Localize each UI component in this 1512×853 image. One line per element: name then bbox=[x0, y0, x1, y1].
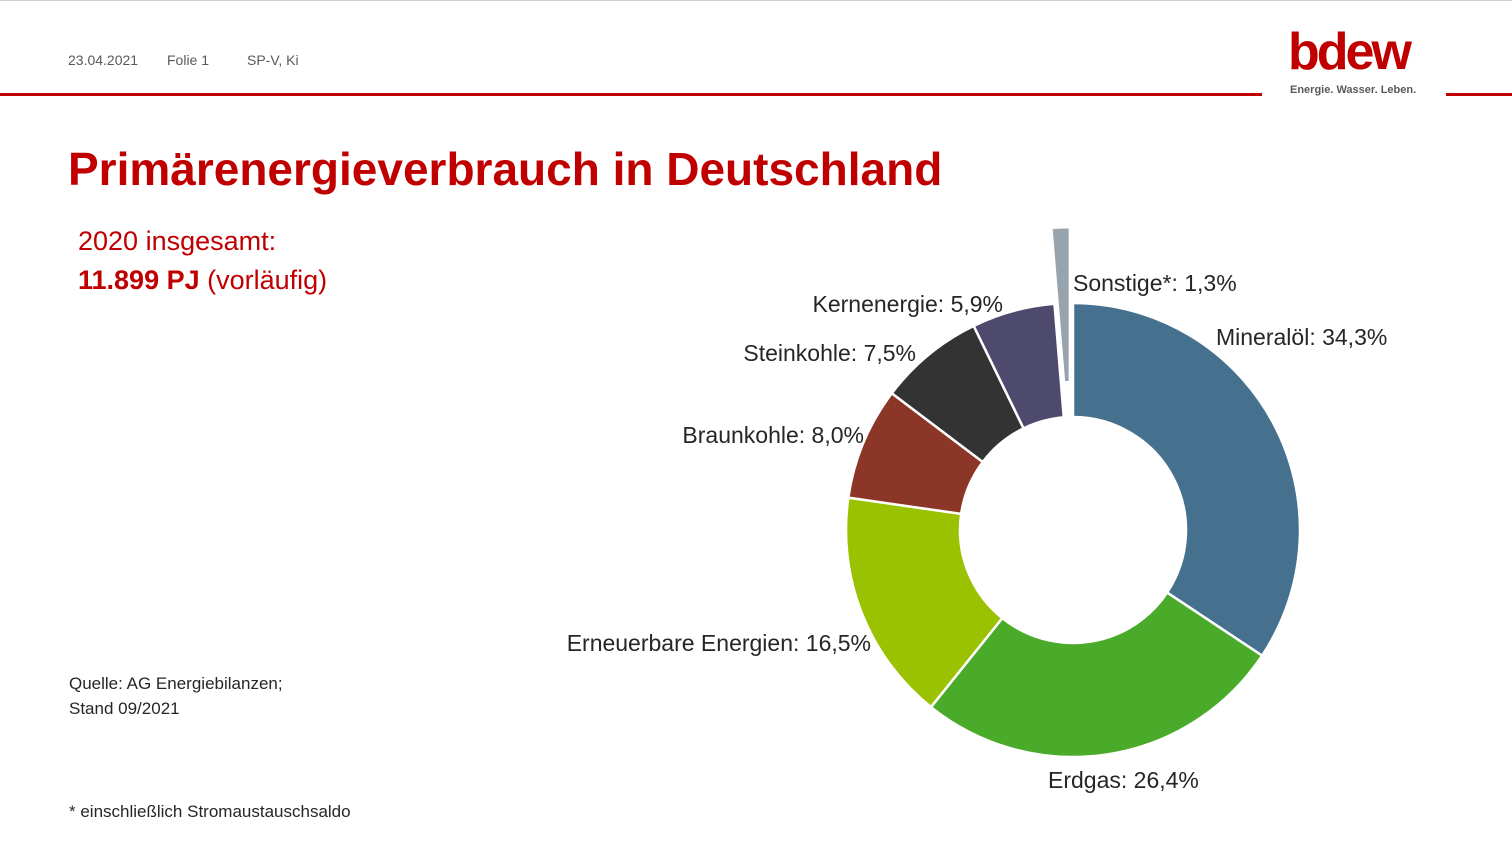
page-title: Primärenergieverbrauch in Deutschland bbox=[68, 143, 943, 195]
top-border bbox=[0, 0, 1512, 1]
slide-author: SP-V, Ki bbox=[247, 52, 299, 68]
subtitle-line1: 2020 insgesamt: bbox=[78, 226, 277, 256]
slice-erneuerbare-energien bbox=[844, 496, 1005, 709]
subtitle-line2: 11.899 PJ (vorläufig) bbox=[78, 265, 327, 296]
slice-sonstige bbox=[1050, 225, 1072, 384]
label-mineralöl: Mineralöl: 34,3% bbox=[1216, 324, 1387, 350]
logo-word: bdew bbox=[1288, 23, 1412, 81]
label-sonstige: Sonstige*: 1,3% bbox=[1073, 270, 1237, 296]
slice-mineralöl bbox=[1071, 301, 1302, 658]
footnote: * einschließlich Stromaustauschsaldo bbox=[69, 802, 351, 821]
source-line2: Stand 09/2021 bbox=[69, 699, 180, 718]
header-rule-left bbox=[0, 93, 1262, 96]
logo-slogan: Energie. Wasser. Leben. bbox=[1290, 84, 1417, 96]
label-erneuerbare-energien: Erneuerbare Energien: 16,5% bbox=[567, 630, 871, 656]
slide-number: Folie 1 bbox=[167, 52, 210, 68]
slice-erdgas bbox=[929, 590, 1264, 759]
slice-kernenergie bbox=[972, 302, 1066, 431]
total-value: 11.899 PJ bbox=[78, 265, 200, 295]
label-kernenergie: Kernenergie: 5,9% bbox=[812, 291, 1003, 317]
header-rule-right bbox=[1446, 93, 1512, 96]
label-erdgas: Erdgas: 26,4% bbox=[1048, 767, 1199, 793]
label-braunkohle: Braunkohle: 8,0% bbox=[682, 422, 864, 448]
slide-date: 23.04.2021 bbox=[68, 52, 139, 68]
bdew-logo: bdew Energie. Wasser. Leben. bbox=[1288, 23, 1420, 98]
total-status: (vorläufig) bbox=[207, 265, 328, 295]
label-steinkohle: Steinkohle: 7,5% bbox=[743, 340, 916, 366]
source-line1: Quelle: AG Energiebilanzen; bbox=[69, 674, 283, 693]
